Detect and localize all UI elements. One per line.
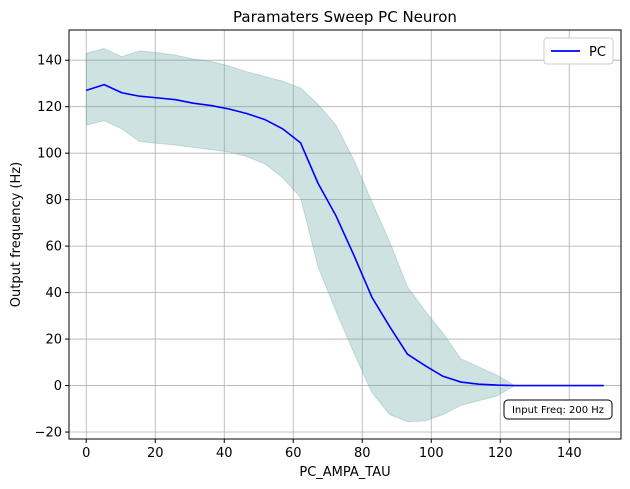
y-tick-label: 0	[54, 379, 62, 394]
x-tick-label: 100	[419, 446, 444, 461]
legend: PC	[543, 37, 614, 65]
y-tick-label: 80	[45, 193, 62, 208]
series-line-layer	[86, 83, 604, 387]
y-tick-label: −20	[35, 426, 62, 441]
y-tick-label: 100	[37, 147, 62, 162]
x-tick-label: 80	[354, 446, 371, 461]
y-tick-label: 120	[37, 100, 62, 115]
x-tick-label: 20	[147, 446, 164, 461]
x-tick-label: 40	[216, 446, 233, 461]
annotation-box	[503, 399, 613, 420]
annotation-text: Input Freq: 200 Hz	[512, 405, 604, 416]
y-tick-label: 140	[37, 54, 62, 69]
x-tick-label: 120	[488, 446, 513, 461]
x-tick-label: 60	[285, 446, 302, 461]
pc-series-line	[86, 83, 604, 387]
y-tick-label: 40	[45, 286, 62, 301]
axis-ticks: 0 20 40 60 80 100 120 140 −20 0 20 40 60 80 100 120 140	[35, 54, 582, 461]
chart-title: Paramaters Sweep PC Neuron	[233, 8, 457, 26]
legend-label-pc: PC	[589, 45, 606, 60]
y-tick-label: 20	[45, 333, 62, 348]
plot-area	[68, 29, 622, 440]
y-axis-label: Output frequency (Hz)	[9, 162, 24, 307]
x-tick-label: 140	[557, 446, 582, 461]
y-tick-label: 60	[45, 240, 62, 255]
x-axis-label: PC_AMPA_TAU	[299, 465, 390, 480]
x-tick-label: 0	[82, 446, 90, 461]
input-freq-annotation: Input Freq: 200 Hz	[503, 399, 613, 420]
